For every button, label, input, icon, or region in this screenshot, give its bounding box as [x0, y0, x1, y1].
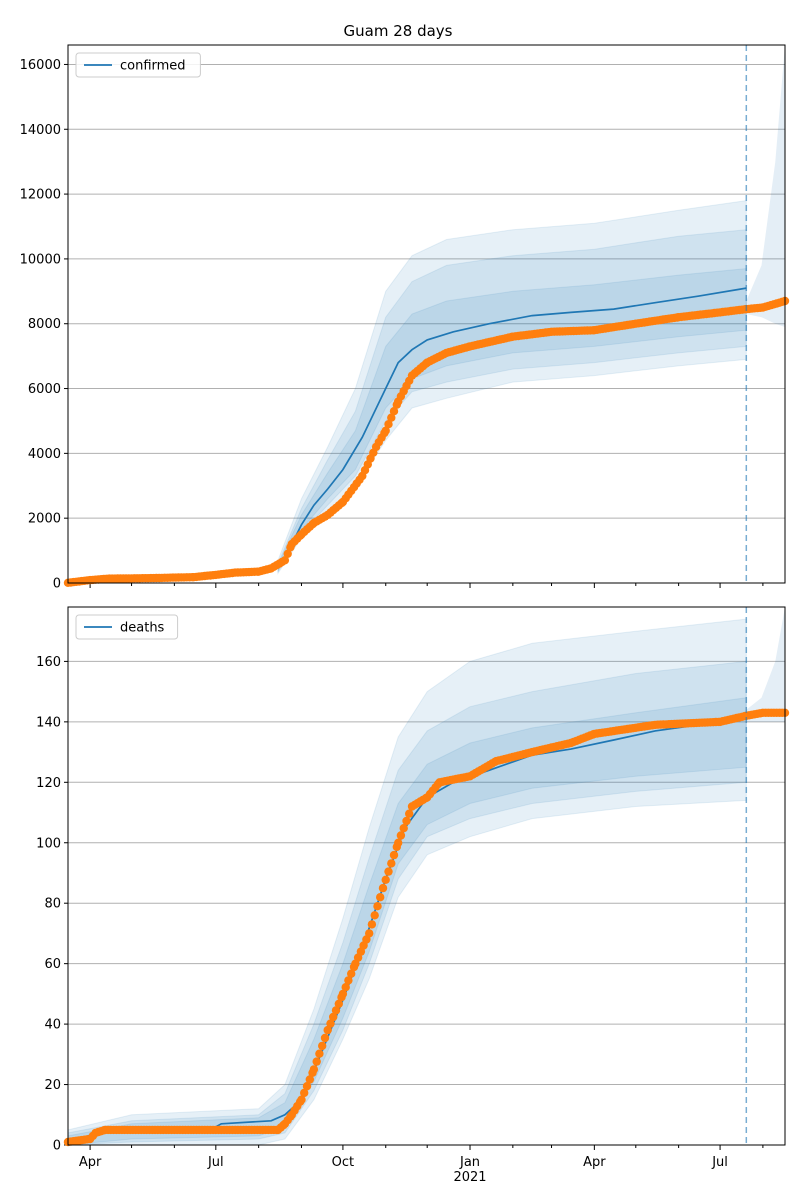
- legend: confirmed: [75, 52, 201, 78]
- observed-point: [297, 1095, 306, 1104]
- observed-point: [341, 983, 350, 992]
- observed-point: [376, 893, 385, 902]
- observed-point: [402, 816, 411, 826]
- axes-frame: [67, 44, 786, 584]
- x-tick-label: 2021: [453, 1170, 486, 1185]
- observed-point: [320, 1033, 330, 1043]
- observed-point: [315, 1049, 324, 1058]
- observed-point: [302, 1082, 312, 1091]
- observed-point: [370, 911, 379, 920]
- observed-point: [367, 920, 377, 929]
- y-tick-label: 12000: [20, 188, 61, 203]
- y-tick-label: 60: [44, 957, 61, 972]
- y-tick-label: 100: [36, 836, 61, 851]
- observed-point: [381, 426, 390, 435]
- observed-point: [312, 1057, 321, 1066]
- observed-point: [387, 859, 396, 868]
- legend-box: [75, 52, 201, 78]
- observed-point: [344, 976, 353, 985]
- chart-title: Guam 28 days: [344, 22, 453, 40]
- observed-point: [305, 1075, 314, 1084]
- y-tick-label: 0: [53, 1139, 61, 1154]
- observed-point: [365, 929, 374, 938]
- x-tick-label: Jul: [207, 1155, 224, 1170]
- observed-point: [378, 883, 388, 893]
- observed-point: [396, 831, 406, 840]
- observed-point: [283, 549, 292, 558]
- y-tick-label: 6000: [28, 382, 61, 397]
- observed-point: [318, 1041, 327, 1051]
- y-tick-label: 140: [36, 715, 61, 730]
- observed-point: [405, 809, 414, 818]
- y-tick-label: 0: [53, 577, 61, 592]
- y-tick-label: 8000: [28, 317, 61, 332]
- y-tick-label: 80: [44, 897, 61, 912]
- observed-point: [331, 1006, 341, 1015]
- y-tick-label: 2000: [28, 512, 61, 527]
- observed-point: [381, 875, 390, 884]
- y-tick-label: 120: [36, 776, 61, 791]
- y-tick-label: 160: [36, 655, 61, 670]
- observed-point: [326, 1019, 335, 1028]
- y-tick-label: 4000: [28, 447, 61, 462]
- legend-box: [75, 614, 179, 640]
- confirmed-panel: 0 2000 4000 6000 8000 10000 12000 14000 16000 con…: [20, 44, 790, 592]
- axes-frame: [67, 606, 786, 1146]
- observed-point: [347, 969, 356, 978]
- x-tick-label: Oct: [332, 1155, 354, 1170]
- observed-point: [323, 1025, 332, 1035]
- x-tick-label: Apr: [583, 1155, 606, 1170]
- observed-point: [334, 999, 343, 1008]
- observed-point: [394, 838, 403, 847]
- x-tick-label: Jul: [711, 1155, 728, 1170]
- legend: deaths: [75, 614, 179, 640]
- observed-point: [389, 407, 399, 416]
- y-tick-label: 14000: [20, 123, 61, 138]
- observed-point: [399, 824, 408, 833]
- observed-point: [384, 867, 393, 876]
- forecast-band: [746, 607, 785, 722]
- y-tick-label: 20: [44, 1078, 61, 1093]
- x-tick-label: Apr: [79, 1155, 102, 1170]
- y-tick-label: 40: [44, 1018, 61, 1033]
- y-tick-label: 16000: [20, 58, 61, 73]
- legend-label: confirmed: [120, 59, 186, 74]
- observed-point: [309, 1065, 319, 1074]
- observed-point: [280, 556, 290, 565]
- observed-point: [373, 902, 382, 911]
- observed-point: [338, 989, 348, 999]
- y-tick-label: 10000: [20, 252, 61, 267]
- observed-point: [389, 850, 399, 860]
- observed-point: [384, 420, 393, 429]
- observed-point: [387, 413, 396, 422]
- observed-point: [300, 1088, 309, 1098]
- observed-point: [329, 1012, 338, 1022]
- forecast-band: [746, 45, 785, 327]
- legend-label: deaths: [120, 621, 165, 636]
- x-tick-label: Jan: [459, 1155, 480, 1170]
